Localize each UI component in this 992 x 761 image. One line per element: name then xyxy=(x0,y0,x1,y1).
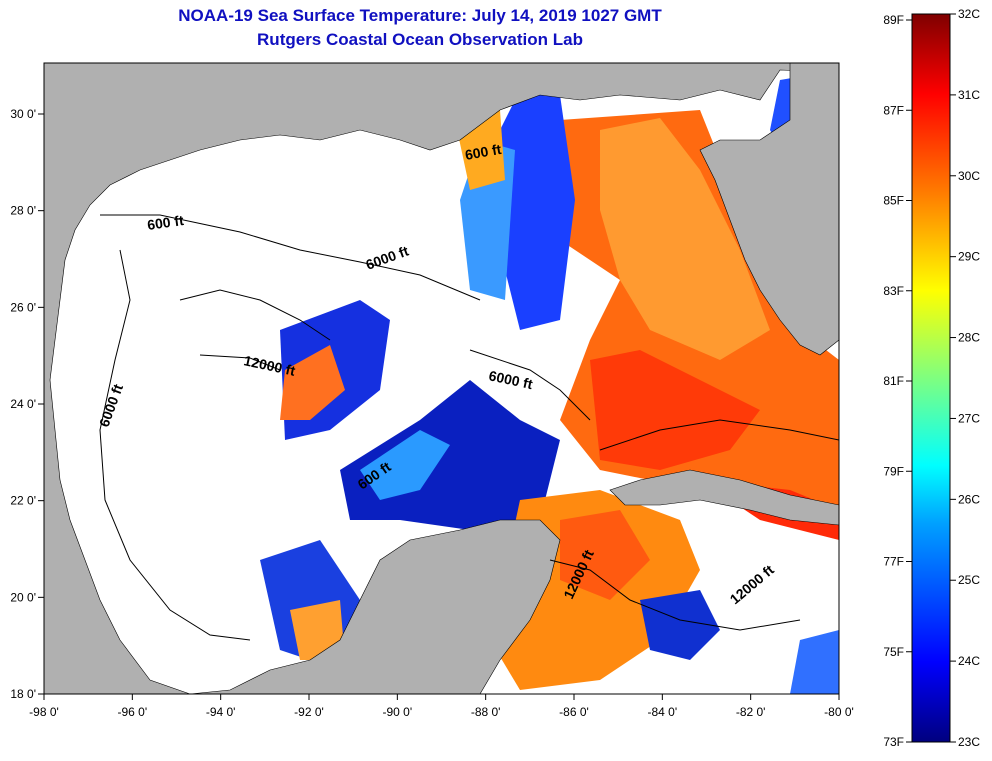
colorbar-c-label: 27C xyxy=(958,411,980,425)
colorbar-c-label: 24C xyxy=(958,654,980,668)
lat-tick-label: 30 0' xyxy=(10,107,36,121)
lat-tick-label: 22 0' xyxy=(10,494,36,508)
lon-tick-label: -96 0' xyxy=(118,705,148,719)
land-mask xyxy=(44,63,839,694)
colorbar-f-label: 89F xyxy=(883,13,904,27)
colorbar-f-label: 77F xyxy=(883,555,904,569)
colorbar-f-label: 83F xyxy=(883,284,904,298)
colorbar-f-label: 73F xyxy=(883,735,904,749)
lat-tick-label: 24 0' xyxy=(10,397,36,411)
colorbar-f-label: 75F xyxy=(883,645,904,659)
colorbar-celsius-labels: 32C 31C 30C 29C 28C 27C 26C 25C 24C 23C xyxy=(950,7,980,749)
map-title: NOAA-19 Sea Surface Temperature: July 14… xyxy=(178,6,662,25)
lon-tick-label: -92 0' xyxy=(294,705,324,719)
colorbar-c-label: 31C xyxy=(958,88,980,102)
colorbar-c-label: 29C xyxy=(958,250,980,264)
colorbar-c-label: 25C xyxy=(958,573,980,587)
colorbar-c-label: 26C xyxy=(958,492,980,506)
lon-tick-label: -84 0' xyxy=(648,705,678,719)
colorbar-fahrenheit-labels: 89F 87F 85F 83F 81F 79F 77F 75F 73F xyxy=(883,13,912,749)
contour-label: 600 ft xyxy=(464,141,503,163)
map-border xyxy=(43,62,840,695)
colorbar-f-label: 79F xyxy=(883,464,904,478)
colorbar-c-label: 32C xyxy=(958,7,980,21)
colorbar-c-label: 23C xyxy=(958,735,980,749)
longitude-axis: -98 0' -96 0' -94 0' -92 0' -90 0' -88 0' -86 … xyxy=(29,694,854,719)
latitude-axis: 30 0' 28 0' 26 0' 24 0' 22 0' 20 0' 18 0' xyxy=(10,107,44,701)
map-subtitle: Rutgers Coastal Ocean Observation Lab xyxy=(257,30,583,49)
lat-tick-label: 26 0' xyxy=(10,300,36,314)
lon-tick-label: -88 0' xyxy=(471,705,501,719)
colorbar-f-label: 87F xyxy=(883,103,904,117)
contour-label: 600 ft xyxy=(146,212,185,233)
lon-tick-label: -82 0' xyxy=(736,705,766,719)
lon-tick-label: -86 0' xyxy=(559,705,589,719)
lon-tick-label: -94 0' xyxy=(206,705,236,719)
colorbar-f-label: 85F xyxy=(883,194,904,208)
lon-tick-label: -98 0' xyxy=(29,705,59,719)
lat-tick-label: 18 0' xyxy=(10,687,36,701)
bathymetry-contours xyxy=(99,214,839,641)
colorbar-c-label: 30C xyxy=(958,169,980,183)
colorbar-f-label: 81F xyxy=(883,374,904,388)
lon-tick-label: -90 0' xyxy=(383,705,413,719)
colorbar-c-label: 28C xyxy=(958,331,980,345)
lat-tick-label: 28 0' xyxy=(10,204,36,218)
sst-data-layer xyxy=(260,70,839,694)
lat-tick-label: 20 0' xyxy=(10,590,36,604)
temperature-colorbar xyxy=(911,13,951,743)
lon-tick-label: -80 0' xyxy=(824,705,854,719)
